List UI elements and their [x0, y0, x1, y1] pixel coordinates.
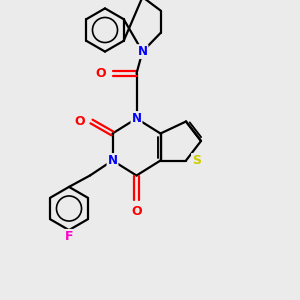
Text: N: N [131, 112, 142, 125]
Text: O: O [74, 115, 85, 128]
Text: N: N [137, 45, 148, 58]
Text: S: S [192, 154, 201, 167]
Text: F: F [65, 230, 73, 243]
Text: O: O [131, 205, 142, 218]
Text: O: O [96, 67, 106, 80]
Text: N: N [107, 154, 118, 167]
